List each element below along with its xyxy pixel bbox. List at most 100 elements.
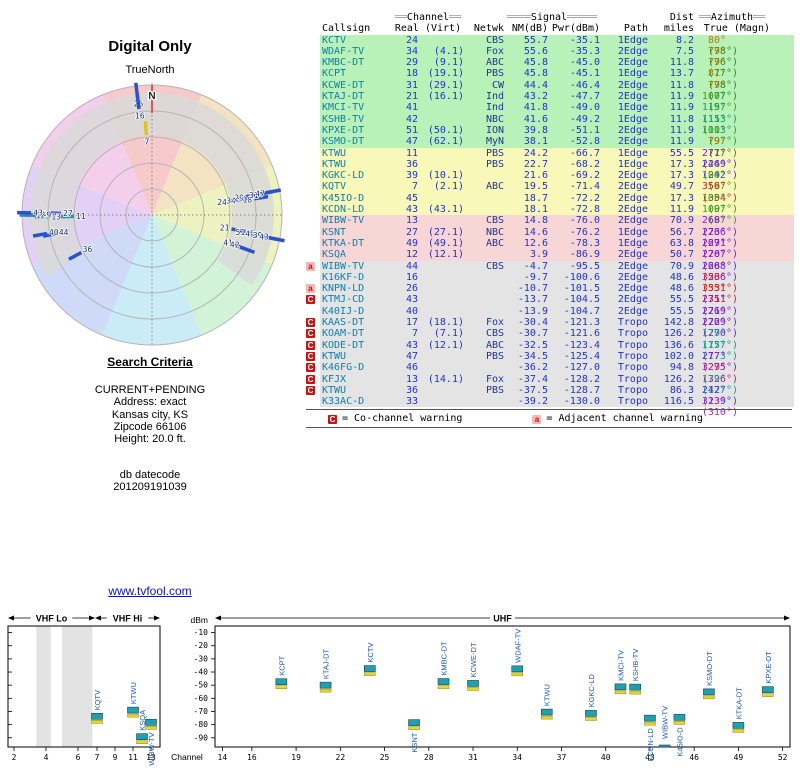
warning-cell [306,136,320,148]
real-channel-cell: 47 [405,136,418,148]
nm-cell: 41.8 [523,102,548,114]
table-row: KSNT 27 (27.1) NBC 14.6 -76.2 1Edge 56.7 273° (27… [306,226,794,249]
azimuth-true: 242° [701,384,726,396]
virtual-channel-cell [418,215,464,226]
path-cell: Tropo [617,350,648,362]
miles-cell: 55.5 [669,147,694,159]
radar-marker-label: 36 [83,245,93,254]
miles-cell: 126.2 [663,373,694,385]
true-north-label: TrueNorth [125,64,175,76]
virtual-channel-cell [418,261,464,272]
real-channel-cell: 24 [405,34,418,46]
miles-cell: 11.8 [669,113,694,125]
warning-cell [306,79,320,92]
nm-cell: -32.5 [517,339,548,351]
noise-marker [762,693,774,697]
pwr-cell: -127.0 [563,362,600,374]
callsign-cell: KTWU [322,350,347,362]
azimuth-magn: (97°) [707,181,738,193]
callsign-cell: KNPN-LD [322,283,365,295]
virtual-channel-cell: (7.1) [433,328,464,340]
tvfool-link[interactable]: www.tvfool.com [108,584,192,598]
callsign-cell: KMCI-TV [322,102,365,114]
path-cell: 1Edge [617,68,648,80]
warning-cell [306,249,320,261]
table-row: C KOAM-DT 7 (7.1) CBS -30.7 -121.6 Tropo 126.2 17… [306,328,794,351]
pwr-cell: -35.3 [569,45,600,57]
azimuth-cell: 269° (267°) [694,238,770,260]
nm-cell: -36.2 [517,362,548,374]
x-tick-label: 4 [44,753,49,762]
miles-cell: 11.9 [669,204,694,216]
warning-cell [306,181,320,193]
table-cell [770,102,794,113]
x-tick-label: 16 [247,753,257,762]
x-tick-label: 11 [128,753,138,762]
x-tick-label: 9 [113,753,118,762]
x-tick-label: 31 [468,753,478,762]
table-cell [770,193,794,204]
legend-text: = Adjacent channel warning [546,413,703,424]
radar-marker-label: 40 [49,228,59,237]
path-cell: Tropo [617,339,648,351]
table-row: C KFJX 13 (14.1) Fox -37.4 -128.2 Tropo 126.2 179… [306,373,794,396]
noise-marker [673,721,686,725]
nm-cell: -30.4 [517,317,548,329]
band-arrow-left [95,615,101,621]
table-cell [770,294,794,305]
azimuth-cell: 270° (268°) [694,249,770,271]
criteria-line: Kansas city, KS [111,408,189,421]
azimuth-cell: 244° (242°) [694,159,770,181]
nm-cell: -13.7 [517,294,548,306]
nm-cell: -34.5 [517,350,548,362]
header-dist: Dist [669,12,694,23]
table-cell [770,80,794,91]
radar-marker-label: 13 [51,212,61,221]
station-label: KMCI-TV [616,650,625,681]
network-cell: CBS [485,260,504,272]
legend-item: C = Co-channel warning [328,413,462,424]
table-row: KCWE-DT 31 (29.1) CW 44.4 -46.4 2Edge 11.8 79° (7… [306,79,794,102]
table-cell [770,159,794,170]
virtual-channel-cell [418,35,464,46]
network-cell: CBS [485,215,504,227]
virtual-channel-cell: (12.1) [427,339,464,351]
network-cell: PBS [485,384,504,396]
radar-marker-label: 21 [220,223,230,232]
warning-cell [306,68,320,80]
network-cell: Ind [485,102,504,114]
network-cell: PBS [485,350,504,362]
virtual-channel-cell [418,272,464,283]
virtual-channel-cell [418,362,464,373]
radar-marker [231,227,246,234]
virtual-channel-cell: (50.1) [427,124,464,136]
azimuth-cell: 175° (173°) [694,340,770,362]
miles-cell: 116.5 [663,396,694,408]
station-label: KCTV [366,643,375,663]
header-real-virt: Real (Virt) [394,23,462,35]
table-row: KTWU 11 PBS 24.2 -66.7 1Edge 55.5 271° (269°) [306,147,794,170]
warning-cell: C [306,350,320,363]
azimuth-magn: (177°) [701,339,738,351]
datecode-label: db datecode [119,469,181,482]
real-channel-cell: 29 [405,57,418,69]
virtual-channel-cell [418,159,464,170]
warning-cell [306,91,320,103]
signal-bar [614,683,627,691]
table-cell [770,317,794,328]
azimuth-true: 80° [707,34,726,46]
pwr-cell: -125.4 [563,350,600,362]
warning-cell [306,34,320,46]
azimuth-magn: (275°) [701,362,738,374]
path-cell: Tropo [617,328,648,340]
y-tick-label: -20 [194,641,209,650]
table-row: KCDN-LD 43 (43.1) 18.1 -72.8 2Edge 11.9 100° (97… [306,204,794,226]
network-cell [464,294,504,305]
virtual-channel-cell [418,396,464,407]
table-row: KTWU 36 PBS 22.7 -68.2 1Edge 17.3 244° (242°) [306,158,794,181]
pwr-cell: -86.9 [569,249,600,261]
table-row: KCTV 24 CBS 55.7 -35.1 1Edge 8.2 80° (78°) [306,34,794,57]
station-label: KTWU [129,682,138,704]
azimuth-true: 79° [707,79,726,91]
network-cell: PBS [485,158,504,170]
